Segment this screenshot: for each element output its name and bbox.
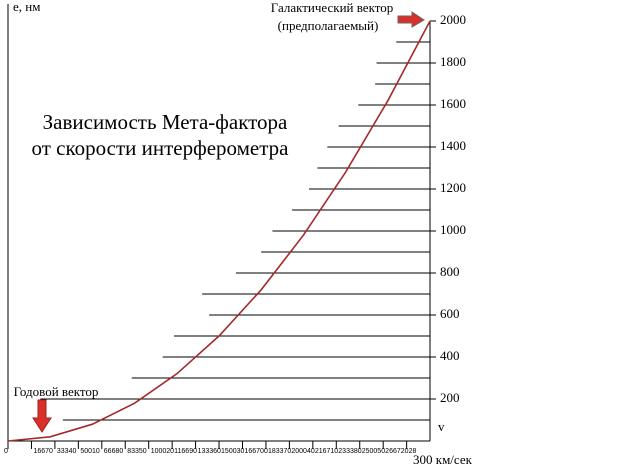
x-tick-label: 133360 [198,448,221,455]
x-tick-label: 166700 [244,448,267,455]
title: Зависимость Мета-фактора [43,110,288,134]
y-tick-label: 1600 [440,96,466,111]
x-tick-label: 100020 [151,448,174,455]
x-tick-label: 150030 [221,448,244,455]
x-tick-label: 0 [4,448,8,455]
x-tick-label: 33340 [57,448,77,455]
x-tick-label: 16670 [33,448,53,455]
x-tick-label: 28 [409,448,417,455]
y-tick-label: 1400 [440,138,466,153]
x-marker: v [438,419,445,434]
annotation: Годовой вектор [14,384,99,399]
y-tick-label: 1800 [440,54,466,69]
arrow [32,399,52,433]
arrow [397,11,425,28]
x-tick-label: 116690 [174,448,197,455]
y-tick-label: 200 [440,390,460,405]
x-label: 300 км/сек [413,452,473,467]
y-label: е, нм [13,0,40,14]
x-tick-label: 66680 [104,448,124,455]
y-tick-label: 1000 [440,222,466,237]
x-tick-label: 200040 [291,448,314,455]
x-tick-label: 83350 [127,448,147,455]
x-tick-label: 216710 [315,448,338,455]
annotation: Галактический вектор [271,0,393,15]
y-tick-label: 2000 [440,12,466,27]
x-tick-label: 266720 [385,448,408,455]
x-tick-label: 250050 [362,448,385,455]
annotation: (предполагаемый) [278,18,379,33]
y-tick-label: 600 [440,306,460,321]
y-tick-label: 1200 [440,180,466,195]
x-tick-label: 183370 [268,448,291,455]
y-tick-label: 400 [440,348,460,363]
title: от скорости интерферометра [32,136,290,160]
y-tick-label: 800 [440,264,460,279]
data-line [7,20,431,442]
x-tick-label: 233380 [338,448,361,455]
x-tick-label: 50010 [80,448,100,455]
